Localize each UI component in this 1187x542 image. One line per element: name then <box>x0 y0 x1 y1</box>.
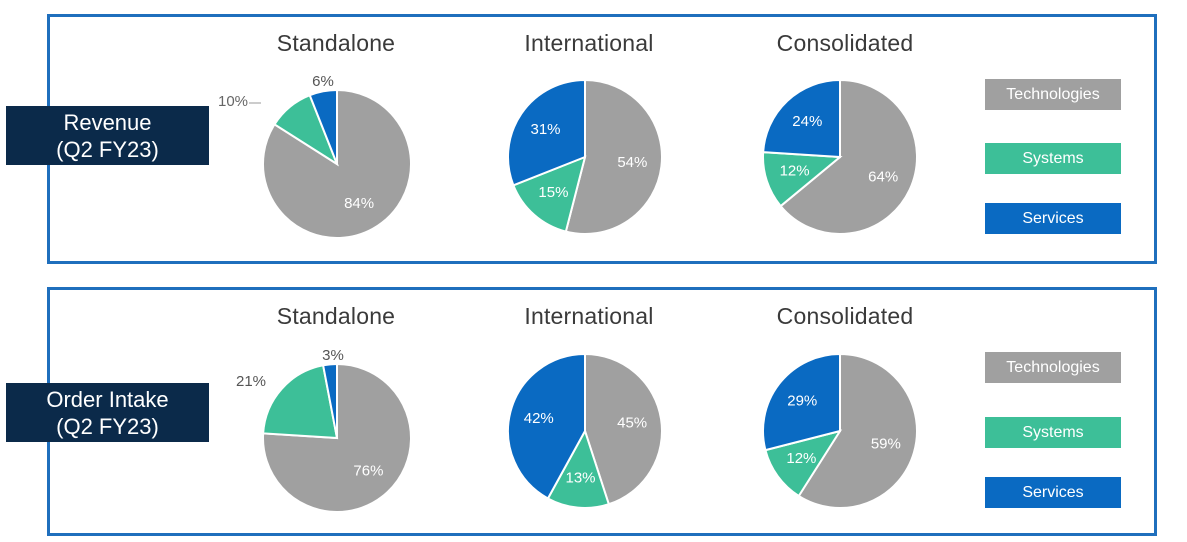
revenue-consolidated-slice-services <box>762 78 841 159</box>
order-standalone-slice-systems <box>262 364 339 440</box>
revenue-international-slice-systems <box>512 155 587 233</box>
legend-systems: Systems <box>985 417 1121 448</box>
legend-services: Services <box>985 203 1121 234</box>
order-standalone-label-services: 3% <box>322 347 344 364</box>
revenue-international-title: International <box>524 30 654 56</box>
revenue-international-pie: 54% 15% 31% <box>507 78 663 235</box>
revenue-label-line2: (Q2 FY23) <box>56 136 159 162</box>
order-intake-label-line2: (Q2 FY23) <box>56 413 159 439</box>
order-intake-label-line1: Order Intake <box>46 386 169 412</box>
revenue-consolidated-pie: 64% 12% 24% <box>762 78 918 235</box>
legend-technologies: Technologies <box>985 352 1121 383</box>
order-international-slice-services <box>507 352 586 500</box>
order-intake-row-label: Order Intake (Q2 FY23) <box>6 383 209 442</box>
revenue-standalone-slice-services <box>308 88 338 165</box>
order-standalone-pie: 76% 21% 3% <box>236 347 412 513</box>
revenue-label-line1: Revenue <box>63 109 152 135</box>
order-standalone-title: Standalone <box>276 303 396 329</box>
revenue-consolidated-title: Consolidated <box>776 30 914 56</box>
revenue-international-label-services: 31% <box>530 121 560 138</box>
revenue-standalone-label-services: 6% <box>312 73 334 90</box>
order-international-pie: 45% 13% 42% <box>507 352 663 509</box>
revenue-international-slice-services <box>507 78 586 187</box>
order-international-slice-technologies <box>584 352 663 506</box>
order-international-slice-systems <box>546 428 611 509</box>
order-consolidated-label-systems: 12% <box>786 450 816 467</box>
order-international-title: International <box>524 303 654 329</box>
order-consolidated-label-technologies: 59% <box>871 435 901 452</box>
order-standalone-slice-technologies <box>262 362 412 513</box>
revenue-consolidated-slice-technologies <box>779 78 918 235</box>
order-standalone-label-technologies: 76% <box>353 462 383 479</box>
order-international-label-services: 42% <box>524 410 554 427</box>
revenue-international-label-technologies: 54% <box>617 154 647 171</box>
revenue-consolidated-label-systems: 12% <box>780 163 810 180</box>
revenue-international-slice-technologies <box>564 78 663 235</box>
legend-technologies: Technologies <box>985 79 1121 110</box>
order-consolidated-label-services: 29% <box>787 393 817 410</box>
order-international-label-systems: 13% <box>565 469 595 486</box>
revenue-consolidated-label-technologies: 64% <box>868 168 898 185</box>
legend-services: Services <box>985 477 1121 508</box>
order-standalone-label-systems: 21% <box>236 373 266 390</box>
revenue-row-label: Revenue (Q2 FY23) <box>6 106 209 165</box>
order-consolidated-slice-services <box>762 352 841 452</box>
revenue-international-label-systems: 15% <box>538 184 568 201</box>
order-standalone-slice-services <box>321 362 338 439</box>
revenue-standalone-pie: 84% 10% 6% <box>218 73 412 239</box>
legend-systems: Systems <box>985 143 1121 174</box>
revenue-consolidated-label-services: 24% <box>792 113 822 130</box>
order-consolidated-pie: 59% 12% 29% <box>762 352 918 509</box>
revenue-standalone-title: Standalone <box>276 30 396 56</box>
order-consolidated-slice-technologies <box>797 352 918 509</box>
order-international-label-technologies: 45% <box>617 415 647 432</box>
revenue-standalone-label-systems: 10% <box>218 93 248 110</box>
revenue-standalone-label-technologies: 84% <box>344 195 374 212</box>
order-consolidated-title: Consolidated <box>776 303 914 329</box>
